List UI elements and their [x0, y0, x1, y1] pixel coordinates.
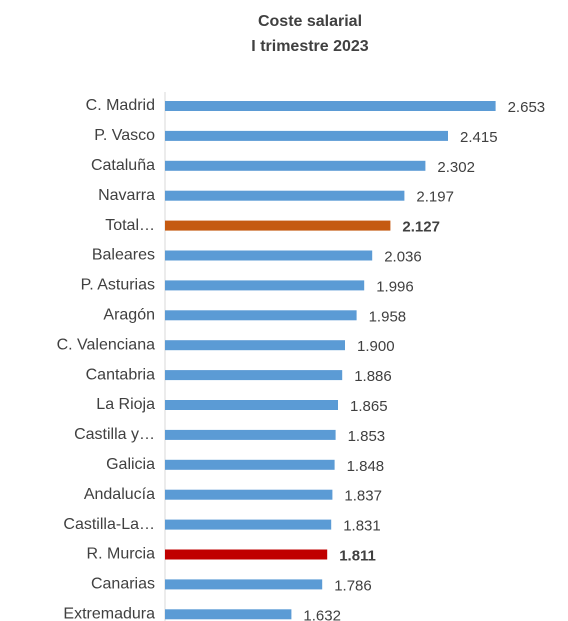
- bar: [165, 549, 328, 560]
- value-label: 2.127: [402, 219, 440, 236]
- bar: [165, 400, 338, 410]
- category-label: Cantabria: [86, 366, 155, 383]
- category-label: Castilla-La…: [63, 516, 155, 533]
- bar: [165, 310, 357, 321]
- category-label: P. Asturias: [81, 277, 155, 294]
- value-label: 1.632: [303, 607, 341, 621]
- value-label: 2.415: [460, 129, 498, 146]
- bar: [165, 190, 405, 201]
- category-label: R. Murcia: [87, 546, 156, 563]
- bar: [165, 429, 336, 440]
- value-label: 2.036: [384, 248, 422, 265]
- bar: [165, 250, 373, 261]
- chart-title: Coste salarial: [258, 13, 362, 30]
- bar: [165, 609, 292, 620]
- chart-subtitle: I trimestre 2023: [251, 38, 369, 55]
- category-label: P. Vasco: [94, 127, 155, 144]
- category-label: Andalucía: [84, 486, 155, 503]
- category-label: Total…: [105, 217, 155, 234]
- category-label: Baleares: [92, 247, 155, 264]
- value-label: 1.831: [343, 518, 381, 535]
- bar: [165, 160, 426, 171]
- category-label: Castilla y…: [74, 426, 155, 443]
- category-label: Aragón: [103, 307, 155, 324]
- value-label: 1.853: [348, 428, 386, 445]
- category-label: Cataluña: [91, 157, 155, 174]
- bar: [165, 519, 332, 530]
- value-label: 1.786: [334, 577, 372, 594]
- bar: [165, 489, 333, 500]
- category-label: Navarra: [98, 187, 155, 204]
- value-label: 1.886: [354, 368, 392, 385]
- bar: [165, 370, 343, 381]
- value-label: 1.837: [344, 488, 382, 505]
- value-label: 2.653: [508, 99, 546, 116]
- value-label: 1.900: [357, 338, 395, 355]
- category-label: Galicia: [106, 456, 155, 473]
- value-label: 1.848: [347, 458, 385, 475]
- bar: [165, 101, 496, 111]
- bar: [165, 340, 345, 351]
- bar: [165, 220, 391, 231]
- category-label: C. Valenciana: [57, 336, 156, 353]
- bar: [165, 459, 335, 470]
- bar: [165, 130, 448, 141]
- bar: [165, 579, 323, 590]
- category-label: Extremadura: [63, 606, 155, 621]
- category-label: C. Madrid: [86, 97, 155, 114]
- category-label: Canarias: [91, 576, 155, 593]
- bar: [165, 280, 365, 291]
- value-label: 1.865: [350, 398, 388, 415]
- value-label: 1.811: [339, 547, 376, 564]
- category-label: La Rioja: [96, 396, 155, 413]
- value-label: 2.302: [437, 159, 475, 176]
- value-label: 1.958: [369, 308, 407, 325]
- value-label: 1.996: [376, 278, 414, 295]
- value-label: 2.197: [416, 189, 454, 206]
